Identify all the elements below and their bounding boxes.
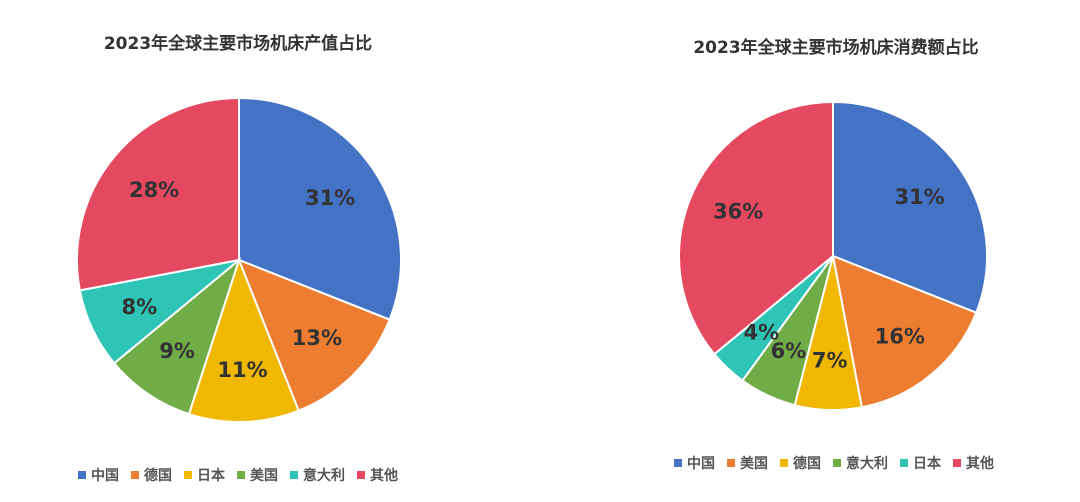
slice-data-label: 11% [217, 358, 267, 382]
legend-label: 美国 [250, 468, 278, 484]
slice-data-label: 28% [129, 178, 179, 202]
pie-slice-德国 [237, 258, 391, 412]
pie-slice-中国 [832, 100, 988, 314]
legend-swatch [78, 471, 86, 479]
legend-label: 美国 [740, 456, 768, 472]
legend-swatch [900, 459, 908, 467]
slice-data-label: 7% [812, 349, 848, 373]
legend-label: 日本 [197, 468, 225, 484]
slice-data-label: 4% [743, 320, 779, 344]
legend-item: 中国 [78, 465, 119, 485]
legend-swatch [833, 459, 841, 467]
legend-item: 德国 [780, 453, 821, 473]
pie-slice-中国 [238, 96, 402, 321]
slice-data-label: 6% [771, 339, 807, 363]
slice-data-label: 9% [159, 339, 195, 363]
pie-chart: 31% 13% 11% 9%8% 28% [76, 96, 402, 423]
legend-item: 意大利 [290, 465, 345, 485]
legend-swatch [953, 459, 961, 467]
legend-item: 日本 [184, 465, 225, 485]
legend-item: 美国 [727, 453, 768, 473]
legend-item: 意大利 [833, 453, 888, 473]
legend-swatch [674, 459, 682, 467]
legend-label: 意大利 [303, 468, 345, 484]
legend-swatch [290, 471, 298, 479]
legend-item: 美国 [237, 465, 278, 485]
legend-swatch [237, 471, 245, 479]
legend-swatch [780, 459, 788, 467]
pie-slice-其他 [76, 96, 240, 292]
legend-label: 其他 [966, 456, 994, 472]
legend-item: 其他 [953, 453, 994, 473]
slice-data-label: 8% [121, 295, 157, 319]
legend-item: 中国 [674, 453, 715, 473]
legend-label: 意大利 [846, 456, 888, 472]
legend-label: 德国 [793, 456, 821, 472]
pie-slice-美国 [112, 257, 242, 416]
legend-label: 其他 [370, 468, 398, 484]
legend-label: 日本 [913, 456, 941, 472]
legend-swatch [357, 471, 365, 479]
slice-data-label: 31% [305, 186, 355, 210]
legend-swatch [727, 459, 735, 467]
legend: 中国 美国 德国 意大利 日本 其他 [668, 453, 1000, 473]
legend-item: 其他 [357, 465, 398, 485]
legend-swatch [184, 471, 192, 479]
legend-label: 德国 [144, 468, 172, 484]
chart-panel-production: 2023年全球主要市场机床产值占比 31% 13% 11% 9% 8% 28% 中国 德国 日… [0, 0, 470, 502]
legend-label: 中国 [91, 468, 119, 484]
legend: 中国 德国 日本 美国 意大利 其他 [72, 465, 404, 485]
slice-data-label: 13% [292, 326, 342, 350]
slice-data-label: 31% [894, 185, 944, 209]
legend-swatch [131, 471, 139, 479]
pie-slice-美国 [831, 254, 978, 409]
pie-chart: 31% 16% 7%6%4% 36% [678, 100, 988, 411]
chart-panel-consumption: 2023年全球主要市场机床消费额占比 31% 16% 7% 6% 4% 36% 中国 美国 德… [600, 0, 1070, 502]
slice-data-label: 16% [875, 325, 925, 349]
slice-data-label: 36% [713, 199, 763, 223]
legend-item: 德国 [131, 465, 172, 485]
legend-item: 日本 [900, 453, 941, 473]
chart-title: 2023年全球主要市场机床消费额占比 [693, 38, 979, 58]
pie-slice-其他 [678, 100, 834, 356]
chart-title: 2023年全球主要市场机床产值占比 [103, 34, 373, 54]
pie-slice-日本 [187, 257, 300, 423]
legend-label: 中国 [687, 456, 715, 472]
